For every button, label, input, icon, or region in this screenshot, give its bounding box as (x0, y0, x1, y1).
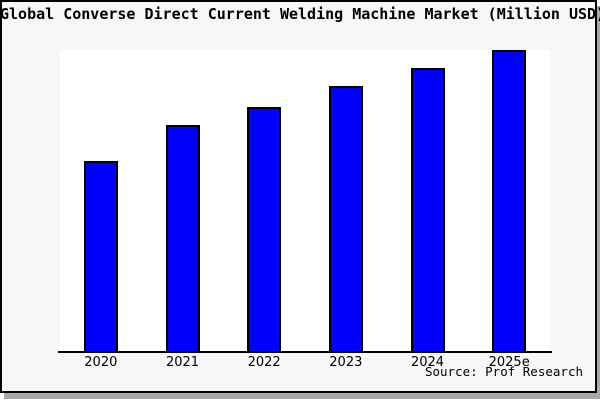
bar-2024 (410, 68, 445, 351)
chart-title: Global Converse Direct Current Welding M… (0, 5, 600, 23)
source-credit: Source: Prof Research (424, 364, 583, 379)
bar-2025e (492, 50, 527, 351)
plot-area (60, 50, 550, 351)
bar-2022 (247, 107, 282, 351)
x-tick-label-2021: 2021 (165, 355, 200, 370)
x-tick-label-2025e: 2025e (488, 355, 530, 370)
x-tick-label-2024: 2024 (410, 355, 445, 370)
x-tick-label-2023: 2023 (329, 355, 363, 370)
x-axis-line (58, 351, 552, 353)
bar-2020 (83, 161, 118, 351)
x-tick-label-2020: 2020 (84, 355, 118, 370)
x-tick-label-2022: 2022 (247, 355, 281, 370)
bar-2021 (165, 125, 200, 351)
bar-2023 (328, 86, 363, 351)
